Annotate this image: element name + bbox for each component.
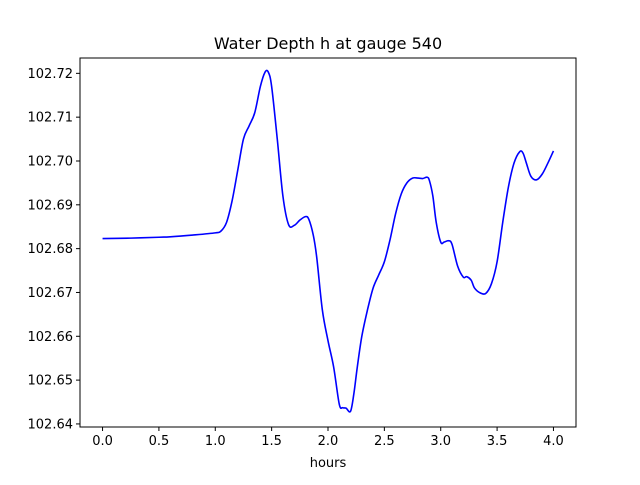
x-tick-label: 3.0: [430, 434, 451, 449]
y-tick-label: 102.68: [28, 242, 74, 257]
x-tick-label: 1.0: [205, 434, 226, 449]
x-axis-label: hours: [310, 456, 347, 471]
x-tick-label: 3.5: [487, 434, 508, 449]
y-tick-label: 102.64: [28, 417, 74, 432]
y-tick-label: 102.65: [28, 374, 74, 389]
series-line: [102, 69, 555, 413]
y-tick-label: 102.72: [28, 67, 74, 82]
x-tick-label: 2.5: [374, 434, 395, 449]
x-tick-label: 2.0: [318, 434, 339, 449]
y-tick-label: 102.66: [28, 330, 74, 345]
x-tick-label: 0.0: [92, 434, 113, 449]
x-tick-label: 1.5: [261, 434, 282, 449]
y-tick-label: 102.69: [28, 198, 74, 213]
y-tick-label: 102.71: [28, 111, 74, 126]
chart-title: Water Depth h at gauge 540: [214, 34, 442, 53]
x-axis: 0.0 0.5 1.0 1.5 2.0 2.5 3.0 3.5 4.0: [92, 427, 564, 449]
series-layer: [102, 69, 555, 413]
x-tick-label: 4.0: [543, 434, 564, 449]
plot-area-frame: [79, 57, 577, 428]
y-tick-label: 102.67: [28, 286, 74, 301]
y-tick-label: 102.70: [28, 154, 74, 169]
x-tick-label: 0.5: [149, 434, 170, 449]
y-axis: 102.64 102.65 102.66 102.67 102.68 102.69 102.…: [28, 67, 80, 432]
